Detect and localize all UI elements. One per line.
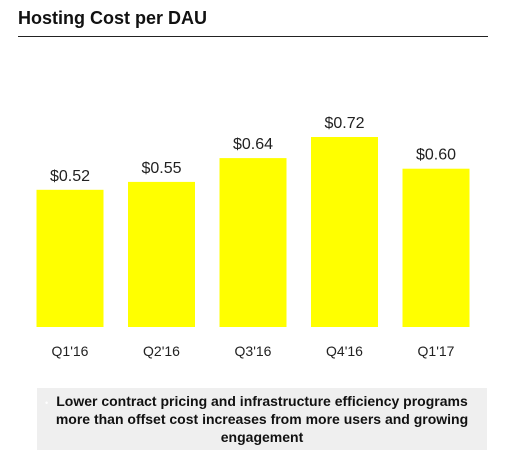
data-label-2: $0.64	[233, 136, 273, 153]
bar-2	[219, 158, 287, 327]
x-tick-label-4: Q1'17	[418, 343, 455, 359]
takeaway-callout: • Lower contract pricing and infrastruct…	[37, 388, 487, 450]
bar-3	[311, 137, 378, 327]
chart-title: Hosting Cost per DAU	[18, 8, 207, 28]
x-tick-label-0: Q1'16	[52, 343, 89, 359]
bar-0	[36, 189, 104, 327]
data-label-4: $0.60	[416, 147, 456, 164]
takeaway-text: Lower contract pricing and infrastructur…	[55, 393, 469, 445]
x-tick-label-2: Q3'16	[235, 343, 272, 359]
data-label-1: $0.55	[141, 160, 181, 177]
x-tick-label-1: Q2'16	[143, 343, 180, 359]
bar-4	[402, 168, 470, 327]
bar-1	[128, 181, 195, 327]
title-divider	[18, 36, 488, 37]
data-label-3: $0.72	[324, 115, 364, 132]
x-tick-label-3: Q4'16	[326, 343, 363, 359]
bullet-icon: •	[45, 398, 49, 408]
bar-chart: $0.52 Q1'16 $0.55 Q2'16 $0.64 Q3'16 $0.72 Q4'16…	[36, 115, 470, 359]
data-label-0: $0.52	[50, 168, 90, 185]
